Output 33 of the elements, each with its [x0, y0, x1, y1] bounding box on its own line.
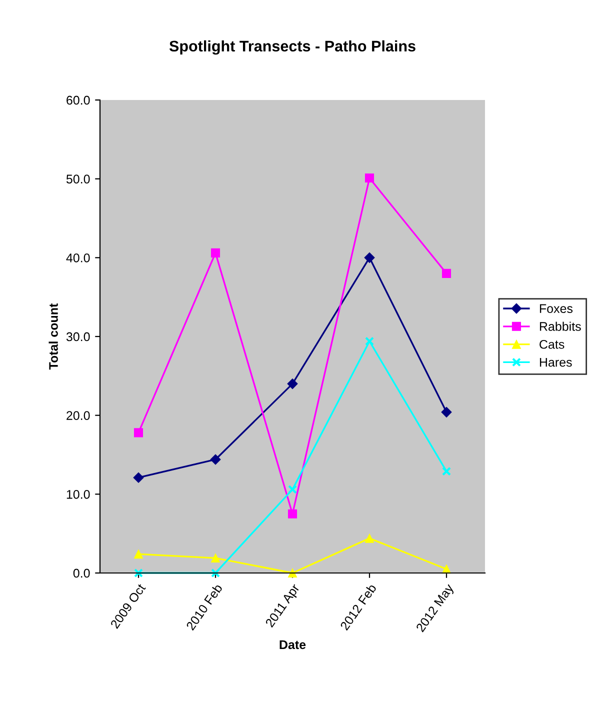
legend-label: Rabbits — [540, 322, 581, 331]
point — [441, 406, 452, 418]
legend-label: Foxes — [540, 304, 573, 313]
point — [288, 509, 298, 518]
legend-label: Hares — [540, 358, 572, 367]
legend-label: Cats — [540, 340, 564, 349]
point — [134, 428, 144, 438]
x-axis-title: Date — [280, 640, 306, 650]
point — [364, 252, 375, 263]
y-tick-label: 40.0 — [66, 253, 90, 262]
y-tick-label: 60.0 — [66, 96, 90, 105]
y-tick-label: 20.0 — [66, 411, 90, 420]
point — [442, 268, 452, 278]
point — [210, 248, 220, 258]
chart-title: Spotlight Transects - Patho Plains — [169, 40, 416, 55]
point — [210, 454, 221, 465]
point — [133, 472, 144, 483]
point — [364, 174, 374, 183]
y-tick-label: 0.0 — [73, 568, 90, 578]
point — [364, 336, 374, 346]
point — [288, 568, 298, 578]
y-axis-title: Total count — [48, 303, 58, 370]
point — [134, 550, 144, 559]
point — [442, 466, 452, 476]
point — [287, 378, 298, 390]
y-tick-label: 50.0 — [66, 174, 90, 184]
y-tick-label: 10.0 — [66, 490, 90, 499]
point — [288, 484, 298, 494]
point — [364, 534, 374, 543]
y-tick-label: 30.0 — [66, 332, 90, 342]
point — [210, 554, 220, 563]
point — [134, 568, 144, 578]
point — [210, 568, 220, 578]
